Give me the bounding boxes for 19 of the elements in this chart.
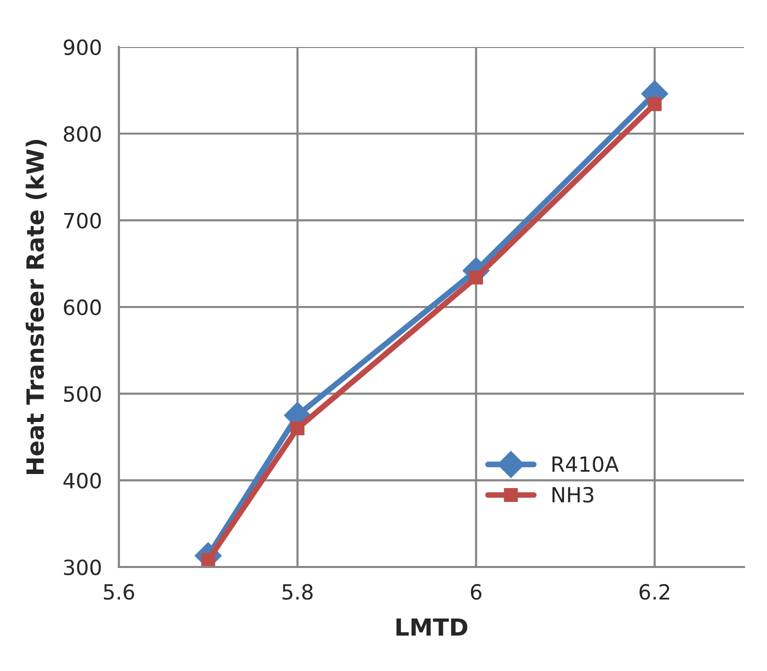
y-tick-label: 900 bbox=[64, 39, 101, 56]
x-axis-title: LMTD bbox=[396, 618, 468, 636]
legend-label: NH3 bbox=[552, 486, 594, 503]
y-tick-label: 500 bbox=[64, 386, 101, 402]
x-tick-label: 5.6 bbox=[104, 584, 134, 600]
y-tick-label: 800 bbox=[64, 126, 101, 142]
legend-label: R410A bbox=[552, 456, 619, 472]
y-tick-label: 300 bbox=[64, 559, 101, 576]
y-tick-label: 400 bbox=[63, 472, 101, 489]
point bbox=[201, 553, 216, 567]
y-tick-label: 700 bbox=[64, 212, 101, 229]
x-tick-label: 6.2 bbox=[640, 584, 670, 600]
point bbox=[648, 97, 662, 112]
x-tick-label: 6 bbox=[470, 584, 482, 600]
point bbox=[469, 270, 484, 284]
y-axis-title: Heat Transfeer Rate (kW) bbox=[26, 140, 47, 474]
point bbox=[290, 421, 304, 436]
x-tick-label: 5.8 bbox=[282, 584, 313, 600]
y-tick-label: 600 bbox=[64, 299, 101, 316]
